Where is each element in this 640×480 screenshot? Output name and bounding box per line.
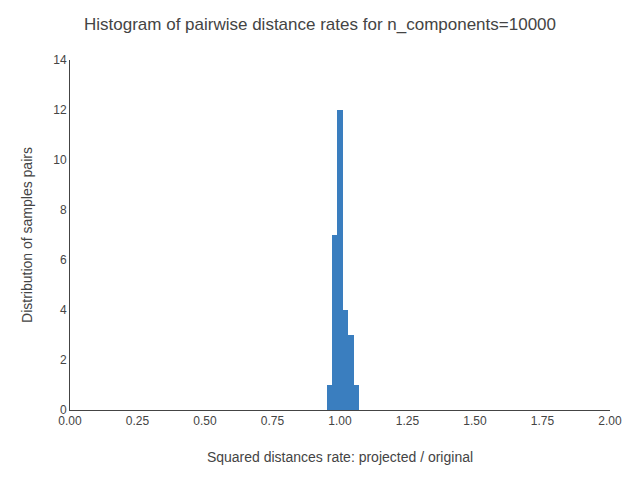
svg-text:4: 4 — [60, 303, 67, 317]
svg-text:0.00: 0.00 — [58, 414, 82, 428]
svg-text:1.00: 1.00 — [328, 414, 352, 428]
svg-text:10: 10 — [53, 153, 67, 167]
svg-text:1.50: 1.50 — [463, 414, 487, 428]
svg-text:Squared distances rate: projec: Squared distances rate: projected / orig… — [207, 449, 473, 465]
svg-text:Distribution of samples pairs: Distribution of samples pairs — [19, 147, 35, 323]
svg-text:0.75: 0.75 — [261, 414, 285, 428]
svg-text:Histogram of pairwise distance: Histogram of pairwise distance rates for… — [84, 15, 556, 34]
svg-text:6: 6 — [60, 253, 67, 267]
svg-text:2.00: 2.00 — [598, 414, 622, 428]
svg-text:1.25: 1.25 — [396, 414, 420, 428]
svg-text:1.75: 1.75 — [531, 414, 555, 428]
svg-text:2: 2 — [60, 353, 67, 367]
svg-text:8: 8 — [60, 203, 67, 217]
svg-text:0: 0 — [60, 403, 67, 417]
svg-text:12: 12 — [53, 103, 67, 117]
svg-text:0.25: 0.25 — [126, 414, 150, 428]
svg-text:0.50: 0.50 — [193, 414, 217, 428]
svg-text:14: 14 — [53, 53, 67, 67]
